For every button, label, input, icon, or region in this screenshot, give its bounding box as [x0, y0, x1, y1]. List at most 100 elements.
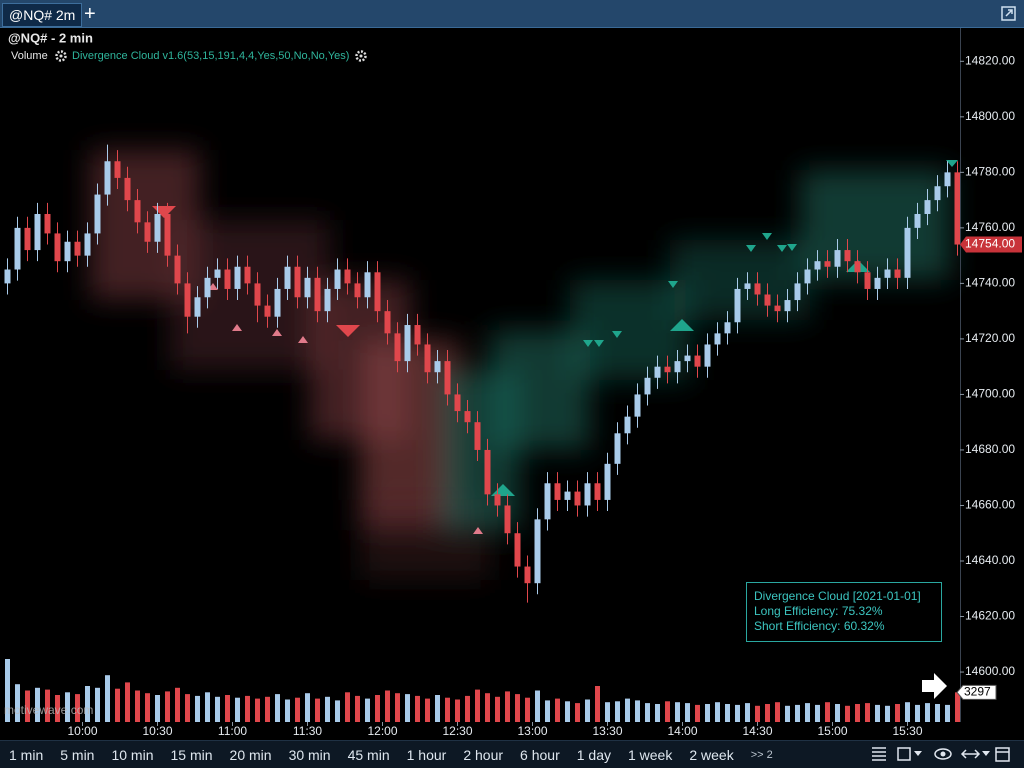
- volume-bar: [35, 687, 40, 722]
- candle-body: [754, 283, 761, 295]
- volume-bar: [695, 704, 700, 722]
- candle-body: [364, 272, 371, 298]
- volume-bar: [785, 705, 790, 722]
- candle-body: [304, 277, 311, 298]
- volume-bar: [705, 704, 710, 722]
- timeframe-button[interactable]: 30 min: [288, 746, 331, 763]
- candle-body: [714, 333, 721, 345]
- settings-icon[interactable]: [355, 50, 367, 62]
- timeframe-button[interactable]: 6 hour: [520, 746, 560, 763]
- y-tick-label: 14620.00: [965, 609, 1015, 623]
- volume-bar: [795, 704, 800, 722]
- volume-bar: [345, 692, 350, 722]
- candle-body: [424, 344, 431, 373]
- candle-body: [184, 283, 191, 317]
- candle-body: [674, 361, 681, 373]
- candle-body: [944, 172, 951, 187]
- timeframe-button[interactable]: 20 min: [229, 746, 272, 763]
- candle-body: [794, 283, 801, 301]
- candle-layer: [4, 144, 961, 603]
- volume-bar: [425, 698, 430, 722]
- candle-body: [24, 227, 31, 251]
- scroll-right-arrow[interactable]: [922, 673, 947, 699]
- volume-bar: [835, 704, 840, 722]
- volume-bar: [505, 691, 510, 722]
- candle-body: [34, 213, 41, 251]
- volume-bar: [25, 690, 30, 722]
- timeframe-button[interactable]: 1 day: [576, 746, 611, 763]
- timeframe-button[interactable]: 15 min: [170, 746, 213, 763]
- candle-body: [264, 305, 271, 317]
- volume-bar: [185, 694, 190, 722]
- candle-body: [874, 277, 881, 289]
- timeframe-button[interactable]: 1 week: [627, 746, 673, 763]
- volume-bar: [455, 699, 460, 722]
- candle-body: [454, 394, 461, 412]
- candle-body: [574, 491, 581, 506]
- x-tick-label: 10:30: [142, 724, 172, 738]
- settings-icon[interactable]: [55, 50, 67, 62]
- candle-body: [924, 200, 931, 214]
- candle-body: [524, 566, 531, 584]
- add-tab-button[interactable]: +: [84, 3, 96, 25]
- candle-body: [694, 355, 701, 367]
- volume-bar: [655, 704, 660, 722]
- timeframe-button[interactable]: 1 min: [9, 746, 44, 763]
- candle-body: [134, 200, 141, 223]
- candle-body: [624, 416, 631, 434]
- timeframe-bar: 1 min 5 min 10 min 15 min 20 min 30 min 45 min…: [0, 740, 1024, 768]
- candle-body: [324, 288, 331, 312]
- volume-bar: [665, 701, 670, 722]
- y-tick-label: 14720.00: [965, 331, 1015, 345]
- timeframe-button[interactable]: 2 hour: [463, 746, 504, 763]
- candle-body: [654, 366, 661, 378]
- candle-body: [284, 266, 291, 289]
- watermark: motivewave.com: [4, 703, 93, 717]
- volume-bar: [395, 693, 400, 722]
- y-tick-label: 14700.00: [965, 387, 1015, 401]
- volume-bar: [325, 696, 330, 722]
- volume-bar: [595, 686, 600, 722]
- timeframe-button[interactable]: 10 min: [111, 746, 154, 763]
- volume-bar: [65, 692, 70, 722]
- volume-bar: [815, 704, 820, 722]
- volume-bar: [845, 705, 850, 722]
- x-tick-label: 15:30: [892, 724, 922, 738]
- timeframe-button[interactable]: 1 hour: [406, 746, 447, 763]
- candle-body: [774, 305, 781, 312]
- volume-bar: [755, 705, 760, 722]
- candle-body: [804, 269, 811, 284]
- y-tick-label: 14600.00: [965, 664, 1015, 678]
- volume-bar: [415, 695, 420, 722]
- candle-body: [844, 250, 851, 262]
- volume-bar: [735, 704, 740, 722]
- candle-body: [414, 325, 421, 345]
- timeframe-button[interactable]: 2 week: [689, 746, 734, 763]
- y-tick-label: 14680.00: [965, 442, 1015, 456]
- volume-layer: [5, 659, 960, 722]
- volume-bar: [215, 696, 220, 722]
- volume-bar: [645, 703, 650, 722]
- timeframe-button[interactable]: 45 min: [347, 746, 390, 763]
- candle-body: [744, 283, 751, 289]
- volume-bar: [75, 694, 80, 722]
- info-line: Short Efficiency: 60.32%: [754, 619, 885, 633]
- timeframe-button[interactable]: 5 min: [60, 746, 95, 763]
- popout-icon[interactable]: [1001, 6, 1017, 22]
- volume-bar: [155, 695, 160, 722]
- candle-body: [514, 533, 521, 567]
- volume-bar: [635, 700, 640, 722]
- volume-bar: [235, 697, 240, 722]
- divergence-cloud: [90, 150, 950, 580]
- chart-tab[interactable]: @NQ# 2m: [2, 3, 83, 27]
- volume-bar: [525, 697, 530, 722]
- timeframe-button[interactable]: >> 2: [750, 748, 773, 761]
- candle-body: [544, 483, 551, 520]
- candle-body: [494, 494, 501, 506]
- volume-bar: [775, 702, 780, 722]
- indicator-label: Volume: [11, 50, 48, 62]
- chart-title: @NQ# - 2 min: [8, 30, 93, 45]
- volume-bar: [15, 684, 20, 722]
- volume-bar: [55, 695, 60, 722]
- candle-body: [394, 333, 401, 362]
